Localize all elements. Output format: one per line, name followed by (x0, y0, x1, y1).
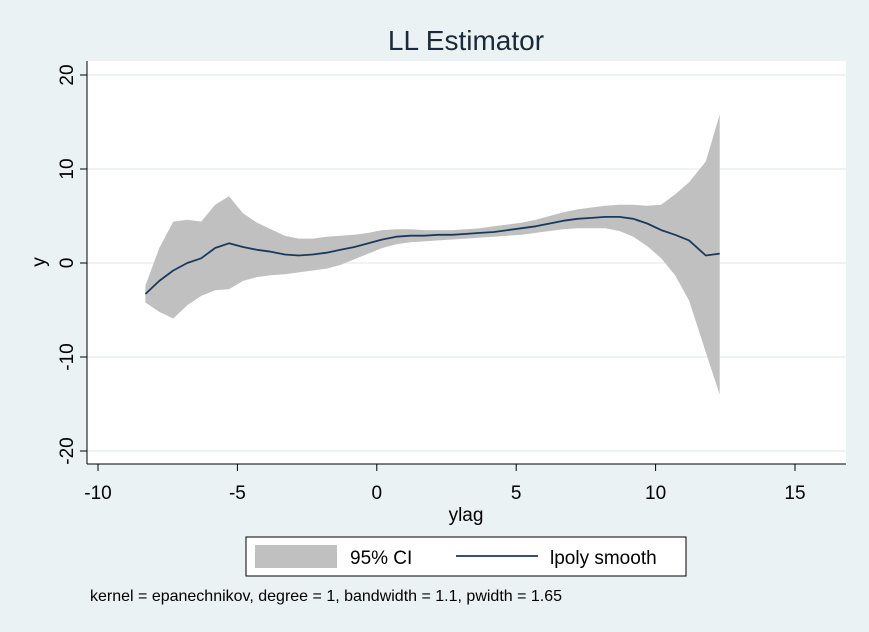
ci-band (145, 114, 720, 395)
x-tick-label-5: 5 (511, 483, 522, 504)
legend-ci-label: 95% CI (350, 548, 412, 569)
x-tick-label-10: 10 (645, 483, 666, 504)
legend-ci-swatch (255, 545, 337, 568)
x-tick-label-0: 0 (372, 483, 383, 504)
y-tick-label-10: 10 (57, 158, 78, 179)
x-tick-labels: -10 -5 0 5 10 15 (84, 483, 805, 504)
legend-line-label: lpoly smooth (550, 548, 657, 569)
smooth-line-layer (144, 215, 720, 295)
x-tick-label-15: 15 (784, 483, 805, 504)
x-axis-label: ylag (449, 505, 484, 526)
y-tick-label--20: -20 (57, 437, 78, 464)
legend: 95% CI lpoly smooth (245, 536, 687, 577)
chart-title: LL Estimator (388, 25, 544, 56)
x-tick-label--10: -10 (84, 483, 111, 504)
x-tick-label--5: -5 (229, 483, 246, 504)
y-tick-label-20: 20 (57, 64, 78, 85)
axes-layer (80, 61, 846, 471)
y-tick-label-0: 0 (57, 258, 78, 269)
ci-band-layer (145, 114, 720, 395)
lpoly-smooth-line (144, 215, 720, 295)
y-tick-label--10: -10 (57, 343, 78, 370)
y-tick-labels: -20 -10 0 10 20 (57, 64, 78, 464)
chart-note: kernel = epanechnikov, degree = 1, bandw… (90, 588, 562, 605)
y-axis-label: y (29, 257, 50, 267)
